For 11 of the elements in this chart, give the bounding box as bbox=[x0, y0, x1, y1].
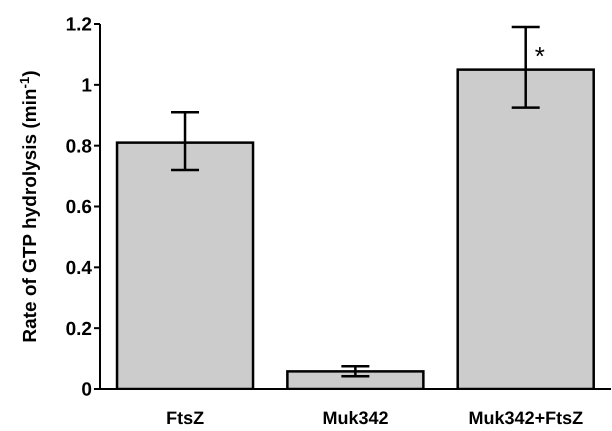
annotation: * bbox=[534, 41, 545, 72]
y-tick-label: 1.2 bbox=[66, 14, 92, 36]
x-tick-label: Muk342 bbox=[322, 408, 389, 428]
x-tick-label: FtsZ bbox=[166, 408, 204, 428]
y-tick-label: 0.6 bbox=[66, 197, 92, 218]
y-tick-label: 0.2 bbox=[66, 318, 92, 340]
y-tick-label: 0 bbox=[81, 380, 92, 401]
y-tick-label: 0.4 bbox=[66, 258, 92, 280]
y-tick-label: 1 bbox=[81, 76, 92, 97]
y-tick-label: 0.8 bbox=[66, 136, 92, 158]
x-tick-label: Muk342+FtsZ bbox=[468, 408, 584, 428]
